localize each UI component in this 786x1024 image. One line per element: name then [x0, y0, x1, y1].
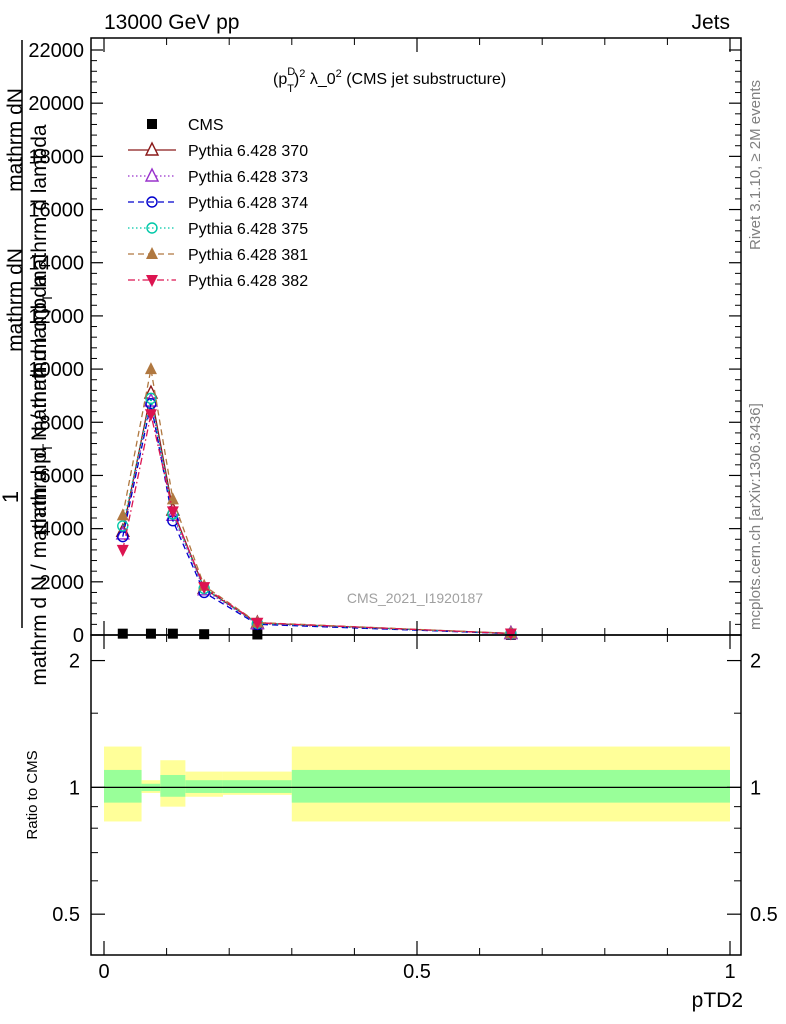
analysis-watermark: CMS_2021_I1920187: [347, 590, 483, 606]
marker-triangle-filled: [144, 362, 157, 375]
plot-title: (pD T)2 λ_02 (CMS jet substructure): [273, 66, 506, 95]
ratio-y-tick-label: 1: [69, 777, 80, 799]
main-y-tick-label: 4000: [40, 519, 85, 541]
ratio-inner-band: [104, 769, 142, 803]
main-y-tick-label: 12000: [28, 306, 84, 328]
main-series: [115, 362, 519, 641]
x-tick-label: 0.5: [403, 961, 431, 983]
ratio-inner-band: [160, 774, 186, 797]
main-y-tick-label: 18000: [28, 146, 84, 168]
marker-triangle: [144, 167, 160, 182]
ratio-ylabel: Ratio to CMS: [24, 750, 41, 839]
ratio-inner-band: [291, 769, 730, 803]
main-ylabel: 1 mathrm dN mathrm d N / mathrm d pT mat…: [0, 40, 55, 686]
marker-square: [199, 629, 210, 640]
series-line: [122, 368, 511, 635]
legend-entry-label: Pythia 6.428 370: [188, 143, 308, 160]
main-y-tick-label: 22000: [28, 40, 84, 62]
series-line: [122, 403, 511, 635]
marker-triangle-down: [116, 544, 129, 557]
mcplots-label: mcplots.cern.ch [arXiv:1306.3436]: [747, 403, 764, 630]
ratio-y-tick-label: 2: [69, 651, 80, 673]
main-y-tick-label: 10000: [28, 359, 84, 381]
legend-entry-label: Pythia 6.428 381: [188, 247, 308, 264]
marker-square: [145, 628, 156, 639]
marker-circle: [145, 392, 157, 405]
main-y-tick-label: 8000: [40, 412, 85, 434]
marker-triangle-down: [144, 409, 157, 422]
marker-circle: [146, 196, 158, 208]
marker-square: [147, 119, 157, 129]
legend: CMS Pythia 6.428 370 Pythia 6.428 373 Pythi…: [128, 117, 308, 290]
main-y-tick-label: 2000: [40, 572, 85, 594]
main-ylabel-denominator: mathrm d N / mathrm d pT mathrm d lambda: [28, 124, 55, 536]
ratio-y-tick-label-right: 1: [750, 777, 761, 799]
ratio-y-tick-label-right: 0.5: [750, 904, 778, 926]
main-y-ticks: 0 2000 4000 6000 8000 10000 12000 14000 16000 180…: [28, 40, 741, 647]
ratio-y-tick-label: 0.5: [52, 904, 80, 926]
rivet-version-label: Rivet 3.1.10, ≥ 2M events: [747, 80, 764, 250]
marker-triangle-down: [251, 617, 264, 630]
header-energy: 13000 GeV pp: [104, 11, 239, 34]
main-ylabel-numerator-2: mathrm dN: [4, 88, 27, 192]
legend-entry-label: Pythia 6.428 374: [188, 195, 308, 212]
legend-entry-label: Pythia 6.428 375: [188, 221, 308, 238]
ratio-inner-band: [185, 780, 223, 793]
main-ylabel-denominator-2: mathrm d N / mathrm d pT mathrm d lambda: [28, 274, 55, 686]
ratio-inner-band: [222, 780, 292, 793]
marker-circle: [145, 397, 157, 410]
main-ylabel-numerator: mathrm dN: [4, 248, 27, 352]
marker-triangle: [144, 141, 160, 156]
x-tick-label: 1: [724, 961, 735, 983]
series-line: [122, 398, 511, 635]
header-category: Jets: [691, 11, 730, 34]
main-y-tick-label: 6000: [40, 465, 85, 487]
marker-triangle-filled: [146, 247, 158, 259]
marker-triangle-down: [146, 275, 158, 287]
x-ticks: 0 0.5 1: [98, 38, 736, 983]
series-pythia-6-428-382: [116, 409, 517, 641]
series-line: [122, 414, 511, 635]
ratio-bands: [91, 746, 741, 822]
marker-circle: [117, 520, 129, 532]
main-y-tick-label: 14000: [28, 253, 84, 275]
marker-square: [117, 628, 128, 639]
marker-triangle-down: [166, 506, 179, 519]
marker-triangle-filled: [166, 492, 179, 505]
marker-triangle-filled: [116, 508, 129, 521]
ratio-panel-frame: [90, 634, 742, 956]
legend-entry-label: CMS: [188, 117, 224, 134]
x-tick-label: 0: [98, 961, 109, 983]
main-y-tick-label: 16000: [28, 200, 84, 222]
ratio-y-tick-label-right: 2: [750, 651, 761, 673]
marker-circle: [146, 222, 158, 234]
main-y-tick-label: 0: [73, 625, 84, 647]
marker-square: [167, 628, 178, 639]
legend-entry-label: Pythia 6.428 373: [188, 169, 308, 186]
marker-triangle-down: [198, 582, 211, 595]
main-ylabel-one: 1: [0, 491, 23, 503]
legend-entry-label: Pythia 6.428 382: [188, 273, 308, 290]
main-y-tick-label: 20000: [28, 93, 84, 115]
ratio-y-ticks: 0.5 0.5 1 1 2 2: [52, 651, 778, 927]
x-axis-label: pTD2: [692, 989, 743, 1012]
